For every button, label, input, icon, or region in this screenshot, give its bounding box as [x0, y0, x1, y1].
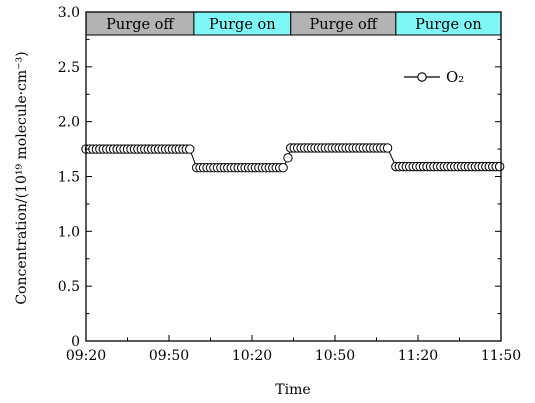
o2-point-30 [185, 144, 195, 154]
plot-frame [85, 11, 502, 342]
o2-series [81, 143, 505, 173]
x-tick-label-4: 11:20 [398, 348, 438, 364]
x-axis-title: Time [275, 382, 310, 398]
y-tick-label-3: 1.5 [58, 170, 80, 186]
o2-point-86 [382, 143, 393, 153]
x-tick-label-1: 09:50 [149, 348, 189, 364]
legend-marker [417, 72, 427, 82]
purge-bands: Purge off Purge on Purge off Purge on [85, 11, 502, 36]
o2-point-56 [278, 163, 288, 173]
axes: 0 0.5 1.0 1.5 2.0 2.5 3.0 09:20 09:50 10:20 10:50 1… [58, 5, 521, 364]
band-label-2: Purge off [310, 17, 379, 33]
y-axis-title: Concentration/(10¹⁹ molecule·cm⁻³) [14, 51, 30, 304]
legend-label-o2: O₂ [446, 68, 464, 86]
y-tick-label-6: 3.0 [58, 5, 80, 21]
y-tick-label-1: 0.5 [58, 279, 80, 295]
x-tick-label-2: 10:20 [232, 348, 272, 364]
y-tick-label-4: 2.0 [58, 115, 80, 131]
y-tick-label-5: 2.5 [58, 60, 80, 76]
legend: O₂ [404, 68, 464, 86]
x-tick-label-0: 09:20 [66, 348, 106, 364]
band-label-1: Purge on [209, 17, 276, 33]
x-tick-label-3: 10:50 [315, 348, 355, 364]
band-label-0: Purge off [106, 17, 175, 33]
band-label-3: Purge on [415, 17, 482, 33]
y-tick-label-2: 1.0 [58, 224, 80, 240]
x-tick-label-5: 11:50 [481, 348, 521, 364]
y-tick-label-0: 0 [71, 334, 80, 350]
o2-point-57 [283, 153, 293, 163]
o2-point-117 [494, 161, 505, 172]
